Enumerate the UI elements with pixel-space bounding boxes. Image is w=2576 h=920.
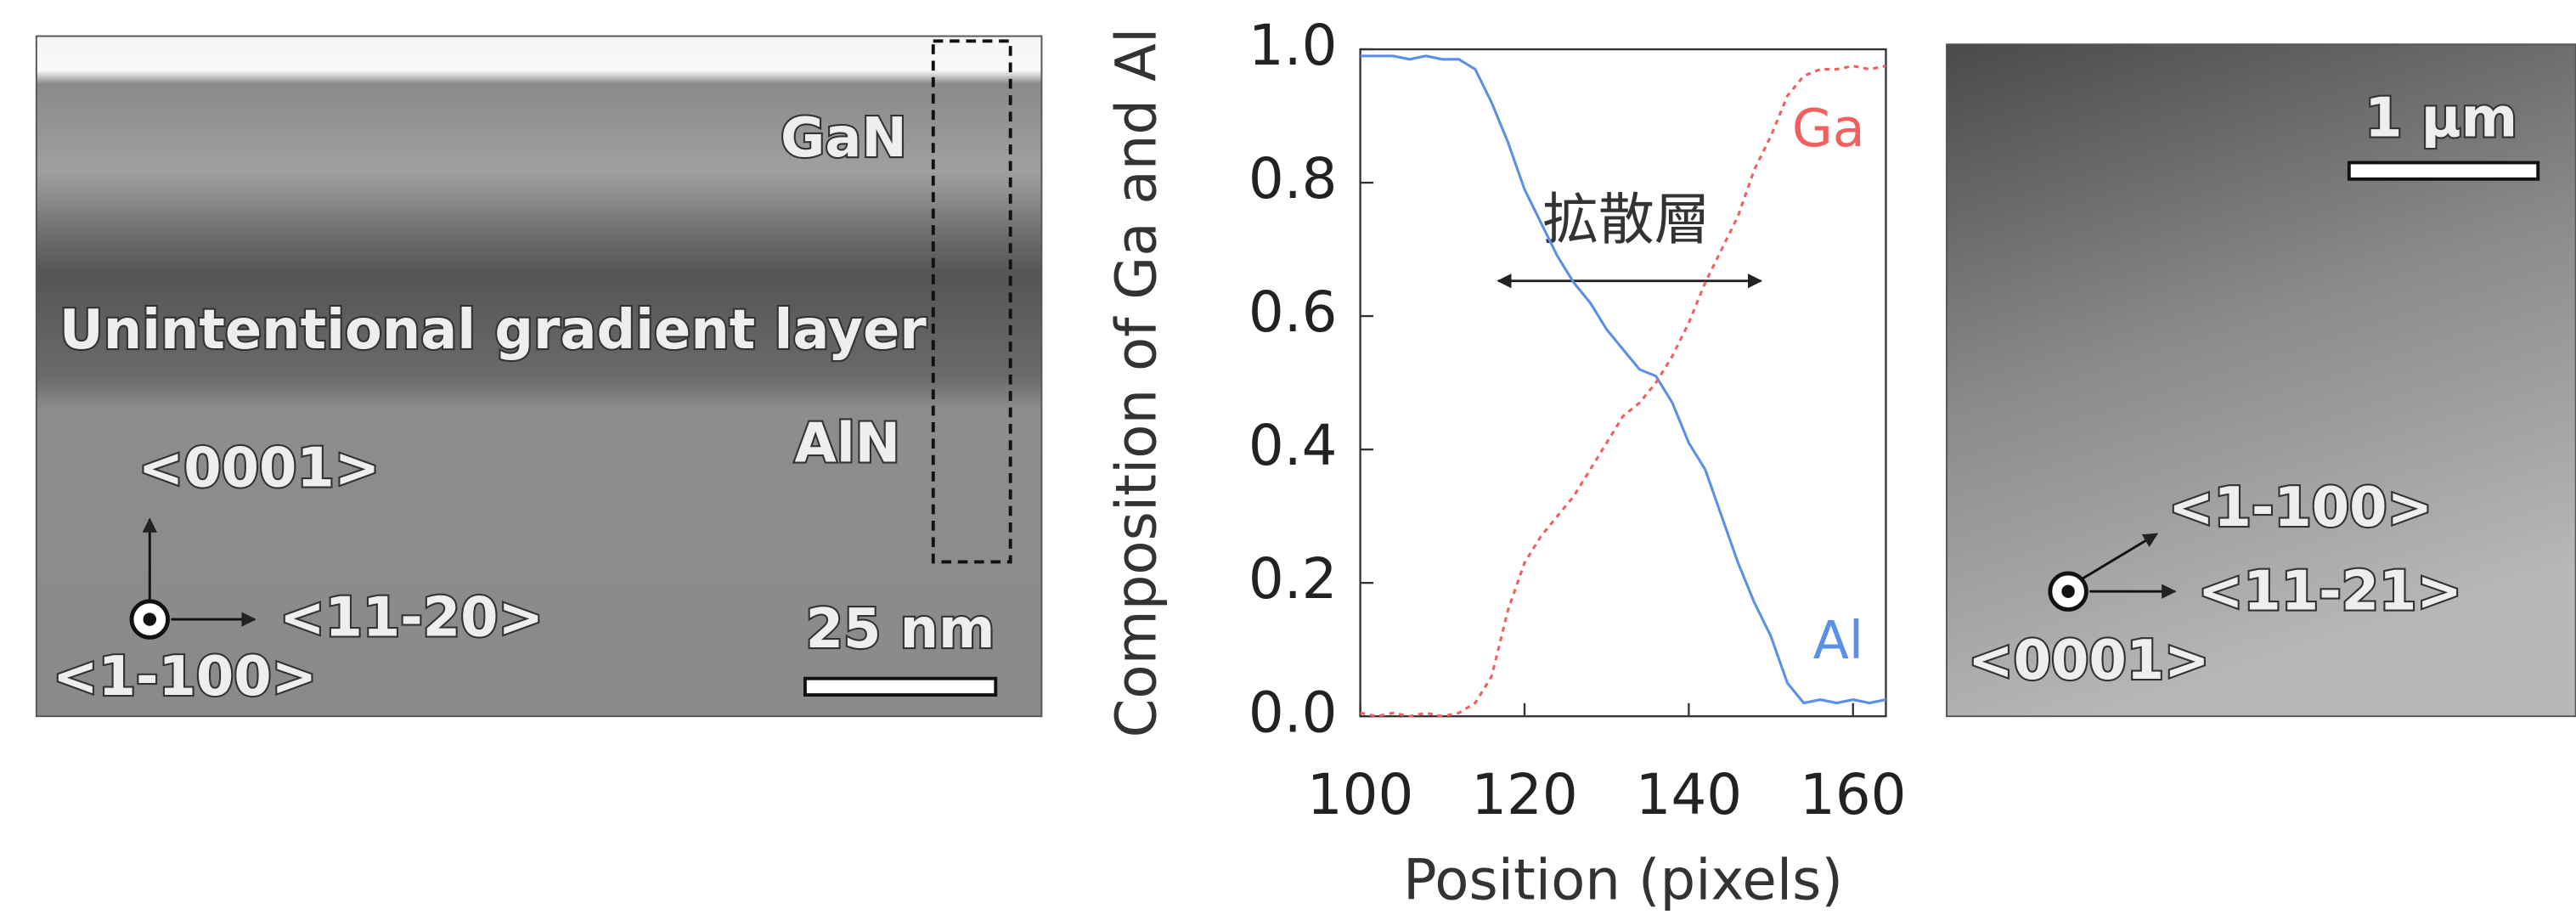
y-tick-label: 0.8	[1249, 146, 1338, 212]
axis-arrow	[2082, 533, 2159, 579]
y-tick-label: 0.2	[1249, 546, 1338, 612]
direction-label: <1-100>	[53, 646, 317, 708]
axis-out-symbol	[143, 612, 157, 626]
series-line	[1360, 65, 1886, 718]
x-tick-label: 100	[1307, 762, 1414, 827]
layer-label: Unintentional gradient layer	[59, 299, 927, 362]
x-tick-label: 140	[1636, 762, 1743, 827]
scale-bar	[2347, 161, 2540, 181]
y-tick-label: 0.6	[1249, 279, 1338, 345]
tem-image	[35, 35, 1043, 718]
direction-label: <11-20>	[279, 587, 544, 650]
direction-label: <0001>	[138, 437, 380, 500]
right-image: 1 μm <1-100> <11-21> <0001>	[1946, 43, 2576, 718]
annotation: 拡散層	[1542, 187, 1710, 252]
profile-box	[931, 39, 1012, 564]
layer-label: AlN	[794, 413, 900, 476]
y-tick-label: 1.0	[1249, 13, 1338, 78]
scale-bar	[803, 676, 998, 697]
direction-label: <11-21>	[2198, 561, 2462, 624]
x-tick-label: 120	[1471, 762, 1578, 827]
y-tick-label: 0.0	[1249, 680, 1338, 745]
scale-bar-label: 25 nm	[806, 598, 995, 661]
series-line	[1360, 54, 1886, 705]
axis-out-symbol	[2061, 584, 2075, 598]
sem-image	[1946, 43, 2576, 718]
left-image: GaN Unintentional gradient layer AlN <00…	[35, 35, 1043, 718]
scale-bar-label: 1 μm	[2365, 87, 2517, 150]
x-axis-label: Position (pixels)	[1403, 848, 1843, 913]
line-chart: Position (pixels) Composition of Ga and …	[1104, 13, 1907, 912]
y-axis-label: Composition of Ga and Al	[1104, 28, 1170, 738]
plot-frame	[1359, 48, 1887, 718]
direction-label: <1-100>	[2168, 477, 2432, 539]
x-tick-label: 160	[1800, 762, 1907, 827]
direction-label: <0001>	[1968, 629, 2209, 692]
series-label: Al	[1813, 610, 1864, 671]
y-tick-label: 0.4	[1249, 413, 1338, 478]
layer-label: GaN	[781, 107, 907, 170]
series-label: Ga	[1792, 98, 1865, 159]
